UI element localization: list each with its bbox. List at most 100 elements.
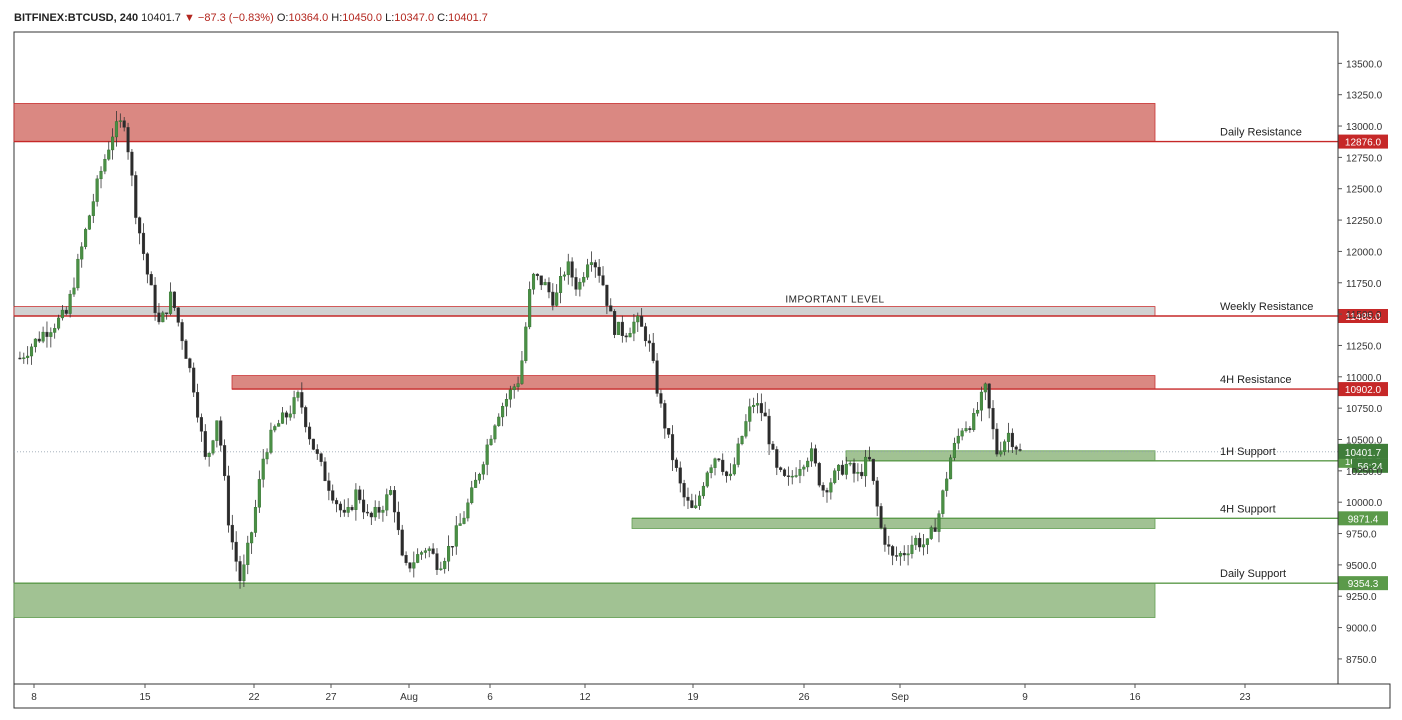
zone-label-5: Daily Support — [1220, 568, 1286, 580]
price-tag-4 — [1338, 511, 1388, 526]
candle-body — [755, 403, 760, 406]
candle-body — [528, 289, 532, 328]
candle-body — [33, 338, 37, 348]
x-tick-label: Aug — [400, 692, 418, 703]
candle-body — [396, 511, 400, 531]
candle-body — [779, 467, 783, 470]
x-tick-label: 6 — [487, 692, 493, 703]
zone-4[interactable] — [631, 517, 1156, 529]
candle-body — [462, 517, 466, 524]
candle-body — [543, 282, 547, 286]
candle-body — [999, 451, 1003, 455]
candle-body — [265, 452, 269, 460]
candle-body — [427, 548, 431, 551]
candle-body — [168, 291, 173, 314]
candle-body — [562, 274, 566, 277]
y-tick-label: 13000.0 — [1346, 122, 1383, 133]
candle-body — [918, 537, 922, 548]
candle-body — [176, 307, 180, 323]
candle-body — [894, 555, 899, 557]
candle-body — [620, 321, 624, 336]
candle-body — [786, 475, 790, 477]
candle-body — [609, 305, 613, 312]
zone-1[interactable] — [13, 306, 1156, 317]
candle-body — [327, 480, 331, 491]
current-price-text: 10401.7 — [1345, 448, 1382, 459]
down-arrow-icon: ▼ — [183, 12, 195, 24]
candle-body — [844, 463, 848, 475]
candle-body — [829, 482, 833, 493]
y-tick-label: 11500.0 — [1346, 310, 1382, 321]
candle-body — [323, 461, 327, 482]
candle-body — [601, 275, 605, 286]
candle-body — [196, 392, 200, 418]
candle-body — [516, 383, 520, 387]
candle-body — [230, 524, 234, 543]
candle-body — [95, 178, 99, 202]
candle-body — [400, 529, 404, 556]
candle-body — [949, 457, 953, 480]
candle-body — [925, 538, 929, 545]
price-tag-text-5: 9354.3 — [1348, 579, 1379, 590]
candle-body — [458, 523, 462, 526]
candle-body — [365, 511, 370, 514]
candle-body — [56, 317, 61, 329]
candle-body — [914, 537, 918, 546]
price-tag-text-1: 11485.0 — [1345, 312, 1381, 323]
candle-body — [632, 321, 636, 334]
candle-body — [1014, 446, 1018, 450]
candle-body — [806, 460, 810, 468]
candle-body — [775, 449, 779, 468]
candle-body — [504, 399, 509, 407]
close-label: C: — [437, 12, 449, 24]
candle-body — [589, 262, 593, 265]
y-tick-label: 9500.0 — [1346, 561, 1377, 572]
candle-body — [485, 444, 489, 465]
candle-body — [578, 281, 582, 290]
candle-body — [466, 502, 470, 519]
candle-body — [284, 412, 288, 418]
candle-body — [837, 464, 841, 471]
symbol-name[interactable]: BITFINEX:BTCUSD, 240 — [14, 12, 139, 24]
candle-body — [450, 545, 454, 548]
candle-body — [481, 464, 485, 475]
candle-body — [419, 552, 424, 555]
y-tick-label: 12500.0 — [1346, 185, 1383, 196]
zone-labels-layer: Daily Resistance Weekly Resistance IMPORTA… — [785, 127, 1313, 581]
candle-body — [674, 459, 678, 468]
zone-2[interactable] — [231, 375, 1156, 390]
candle-body — [111, 136, 115, 151]
zone-0[interactable] — [13, 103, 1156, 142]
x-tick-label: 8 — [31, 692, 37, 703]
candle-body — [736, 443, 740, 465]
y-tick-label: 10000.0 — [1346, 498, 1383, 509]
candle-body — [605, 284, 609, 306]
candle-body — [184, 340, 188, 359]
candle-body — [68, 293, 72, 314]
candle-body — [520, 360, 524, 384]
candle-body — [508, 389, 512, 400]
candle-body — [253, 507, 258, 533]
candle-body — [350, 507, 354, 510]
countdown-tag — [1352, 458, 1388, 473]
candle-body — [879, 506, 883, 528]
candle-body — [338, 503, 342, 511]
candle-body — [910, 544, 914, 554]
low-value: 10347.0 — [394, 12, 435, 24]
candle-body — [122, 120, 126, 128]
candle-body — [470, 487, 474, 504]
candle-body — [335, 500, 339, 505]
candle-body — [856, 471, 860, 474]
candle-body — [624, 335, 628, 338]
candle-body — [968, 428, 972, 431]
candle-body — [952, 442, 956, 458]
zone-label-1: Weekly Resistance — [1220, 301, 1313, 313]
candle-body — [717, 458, 721, 461]
candle-body — [682, 482, 686, 498]
candle-body — [141, 232, 146, 254]
candle-body — [956, 435, 960, 444]
candle-body — [864, 456, 868, 477]
zone-5[interactable] — [13, 582, 1156, 618]
